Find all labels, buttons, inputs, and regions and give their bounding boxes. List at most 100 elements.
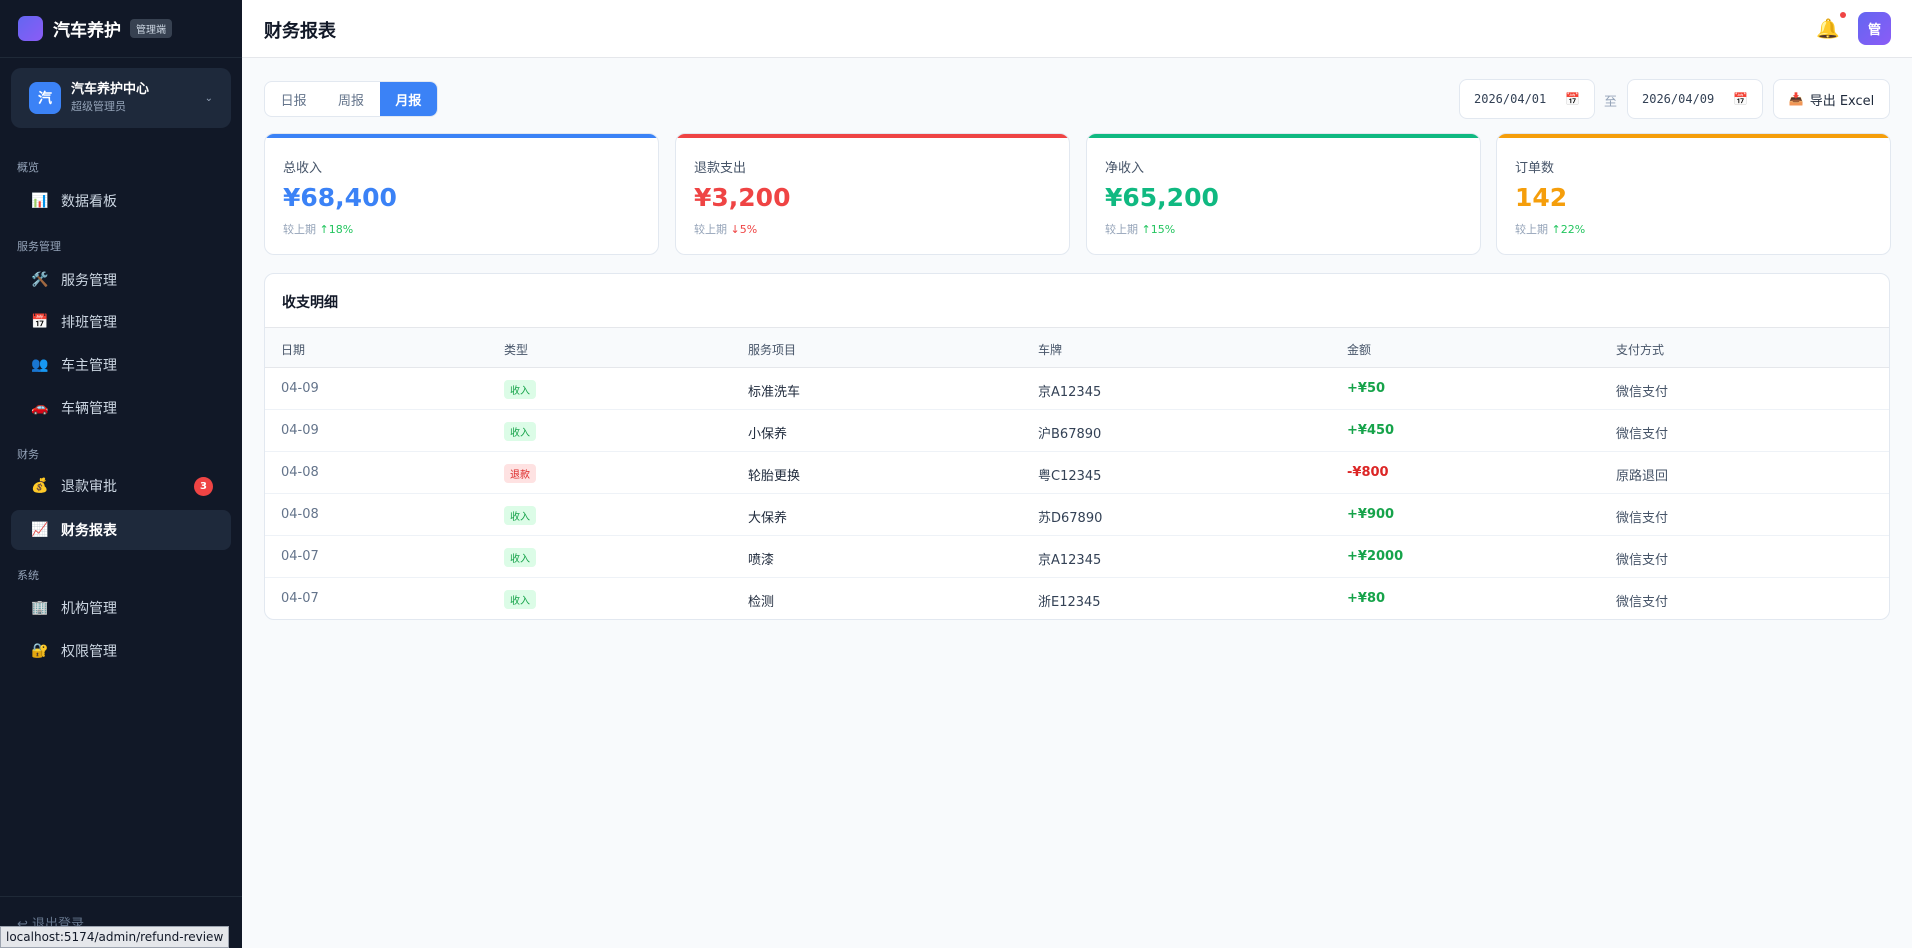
start-date-value: 2026/04/01 [1474, 92, 1547, 106]
sidebar-item-label: 财务报表 [61, 523, 117, 539]
cell-plate: 苏D67890 [1038, 511, 1103, 526]
end-date-value: 2026/04/09 [1642, 92, 1715, 106]
sidebar: 汽车养护 管理端 汽 汽车养护中心 超级管理员 ⌄ 概览 📊 数据看板 服务管理… [0, 0, 242, 948]
lock-icon: 🔐 [31, 643, 49, 659]
type-badge: 收入 [504, 422, 536, 441]
cell-amount: +¥2000 [1347, 549, 1404, 564]
column-header-service: 服务项目 [748, 343, 797, 357]
cell-service: 标准洗车 [748, 385, 801, 400]
user-avatar[interactable]: 管 [1858, 12, 1891, 45]
export-excel-button[interactable]: 📥 导出 Excel [1773, 79, 1890, 119]
cell-amount: +¥50 [1347, 381, 1386, 396]
table-row[interactable]: 04-09 收入 小保养 沪B67890 +¥450 微信支付 [265, 410, 1889, 452]
sidebar-item-vehicles[interactable]: 🚗 车辆管理 [11, 388, 231, 428]
column-header-plate: 车牌 [1038, 343, 1063, 357]
sidebar-item-owners[interactable]: 👥 车主管理 [11, 345, 231, 385]
type-badge: 收入 [504, 548, 536, 567]
cell-payment: 微信支付 [1616, 427, 1669, 442]
cell-service: 小保养 [748, 427, 788, 442]
refund-count-badge: 3 [194, 477, 213, 496]
brand-name: 汽车养护 [53, 21, 121, 41]
table-row[interactable]: 04-09 收入 标准洗车 京A12345 +¥50 微信支付 [265, 368, 1889, 410]
stat-accent-bar [1497, 134, 1890, 138]
nav-group-finance: 财务 [17, 448, 39, 461]
arrow-up-icon: ↑ [1551, 223, 1561, 236]
brand: 汽车养护 管理端 [0, 0, 242, 58]
users-icon: 👥 [31, 357, 49, 373]
trend-chart-icon: 📈 [31, 522, 49, 538]
cell-amount: +¥450 [1347, 423, 1395, 438]
cell-plate: 浙E12345 [1038, 595, 1101, 610]
cell-plate: 京A12345 [1038, 385, 1102, 400]
stat-value: 142 [1515, 183, 1568, 212]
type-badge: 收入 [504, 506, 536, 525]
detail-title: 收支明细 [282, 295, 338, 311]
start-date-field[interactable]: 2026/04/01 📅 [1459, 79, 1595, 119]
bell-icon[interactable]: 🔔 [1816, 18, 1840, 40]
stat-compare: 较上期 ↑15% [1105, 221, 1175, 237]
sidebar-item-schedule[interactable]: 📅 排班管理 [11, 302, 231, 342]
income-expense-detail: 收支明细 日期 类型 服务项目 车牌 金额 支付方式 04-09 收入 标准洗车… [264, 273, 1890, 620]
tab-daily[interactable]: 日报 [280, 93, 307, 109]
stat-compare: 较上期 ↓5% [694, 221, 757, 237]
org-switcher[interactable]: 汽 汽车养护中心 超级管理员 ⌄ [11, 68, 231, 128]
sidebar-item-refund-review[interactable]: 💰 退款审批 3 [11, 466, 231, 506]
cell-service: 检测 [748, 595, 775, 610]
table-row[interactable]: 04-08 退款 轮胎更换 粤C12345 -¥800 原路退回 [265, 452, 1889, 494]
column-header-date: 日期 [281, 343, 306, 357]
page-title: 财务报表 [264, 21, 336, 42]
table-row[interactable]: 04-08 收入 大保养 苏D67890 +¥900 微信支付 [265, 494, 1889, 536]
sidebar-item-organizations[interactable]: 🏢 机构管理 [11, 588, 231, 628]
notification-dot [1840, 12, 1846, 18]
stat-change: 15% [1150, 223, 1176, 236]
arrow-up-icon: ↑ [319, 223, 329, 236]
stat-compare: 较上期 ↑22% [1515, 221, 1585, 237]
stat-value: ¥68,400 [283, 183, 397, 212]
stat-accent-bar [1087, 134, 1480, 138]
end-date-field[interactable]: 2026/04/09 📅 [1627, 79, 1763, 119]
column-header-type: 类型 [504, 343, 529, 357]
stat-accent-bar [265, 134, 658, 138]
sidebar-item-finance-report[interactable]: 📈 财务报表 [11, 510, 231, 550]
stat-label: 退款支出 [694, 161, 747, 176]
cell-date: 04-08 [281, 465, 319, 480]
stat-change: 22% [1560, 223, 1586, 236]
sidebar-item-dashboard[interactable]: 📊 数据看板 [11, 181, 231, 221]
calendar-icon: 📅 [31, 314, 49, 330]
sidebar-item-services[interactable]: 🛠️ 服务管理 [11, 260, 231, 300]
cell-date: 04-07 [281, 549, 319, 564]
tab-weekly[interactable]: 周报 [337, 93, 364, 109]
cell-date: 04-07 [281, 591, 319, 606]
money-bag-icon: 💰 [31, 478, 49, 494]
type-badge: 收入 [504, 380, 536, 399]
table-row[interactable]: 04-07 收入 检测 浙E12345 +¥80 微信支付 [265, 578, 1889, 619]
cell-payment: 微信支付 [1616, 595, 1669, 610]
cell-payment: 微信支付 [1616, 385, 1669, 400]
sidebar-item-label: 排班管理 [61, 315, 117, 331]
cell-service: 轮胎更换 [748, 469, 801, 484]
cell-amount: -¥800 [1347, 465, 1389, 480]
tab-monthly[interactable]: 月报 [379, 82, 437, 116]
stat-label: 净收入 [1105, 161, 1145, 176]
stat-value: ¥3,200 [694, 183, 791, 212]
cell-amount: +¥900 [1347, 507, 1395, 522]
period-tabs: 日报 周报 月报 [264, 81, 438, 117]
sidebar-item-permissions[interactable]: 🔐 权限管理 [11, 631, 231, 671]
cell-plate: 粤C12345 [1038, 469, 1102, 484]
type-badge: 退款 [504, 464, 536, 483]
stat-value: ¥65,200 [1105, 183, 1219, 212]
table-header: 日期 类型 服务项目 车牌 金额 支付方式 [265, 327, 1889, 368]
building-icon: 🏢 [31, 600, 49, 616]
table-row[interactable]: 04-07 收入 喷漆 京A12345 +¥2000 微信支付 [265, 536, 1889, 578]
topbar: 财务报表 🔔 管 [242, 0, 1912, 58]
stat-compare-label: 较上期 [1105, 223, 1138, 236]
cell-amount: +¥80 [1347, 591, 1386, 606]
stat-change: 18% [328, 223, 354, 236]
stat-label: 总收入 [283, 161, 323, 176]
cell-payment: 微信支付 [1616, 511, 1669, 526]
arrow-up-icon: ↑ [1141, 223, 1151, 236]
sidebar-item-label: 数据看板 [61, 194, 117, 210]
stat-card-net-income: 净收入 ¥65,200 较上期 ↑15% [1086, 133, 1481, 255]
cell-date: 04-09 [281, 381, 319, 396]
stat-change: 5% [739, 223, 758, 236]
